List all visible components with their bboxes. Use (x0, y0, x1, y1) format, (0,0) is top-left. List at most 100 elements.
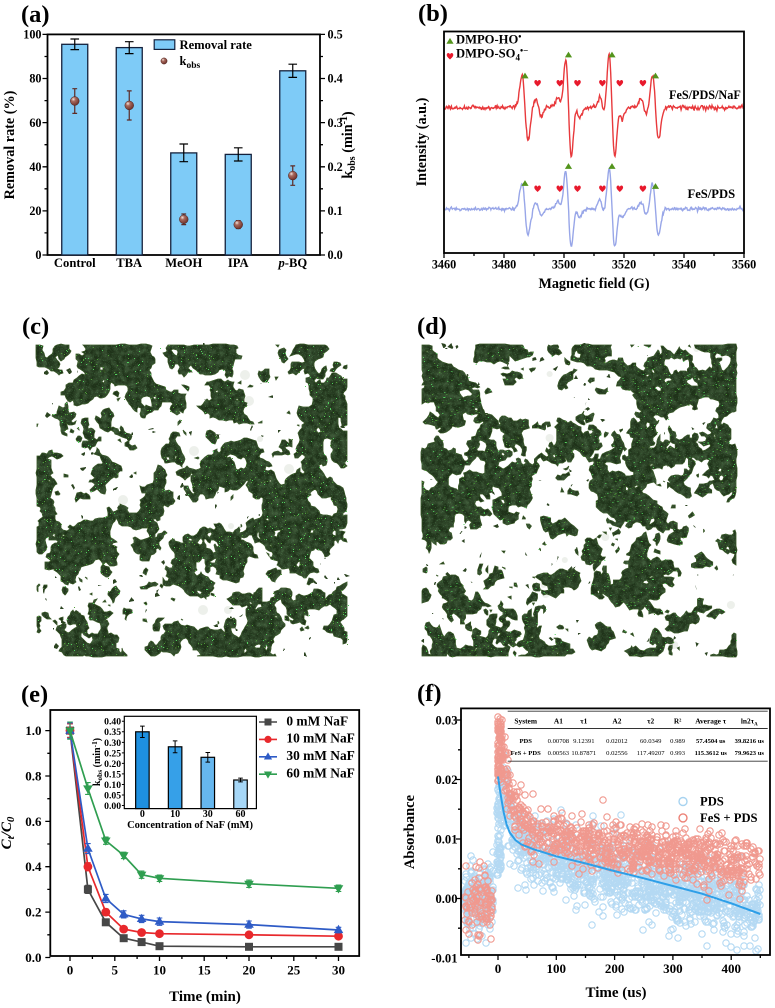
svg-text:30: 30 (203, 809, 213, 820)
svg-text:-0.01: -0.01 (431, 952, 457, 966)
svg-text:5: 5 (112, 963, 119, 978)
svg-text:60 mM NaF: 60 mM NaF (286, 766, 354, 781)
svg-text:PDS: PDS (700, 795, 724, 809)
svg-text:0.1: 0.1 (328, 204, 343, 218)
svg-text:(b): (b) (418, 0, 448, 27)
svg-text:System: System (514, 717, 537, 726)
svg-text:10: 10 (153, 963, 166, 978)
svg-text:(f): (f) (417, 680, 441, 707)
svg-text:kobs (min-1): kobs (min-1) (90, 738, 105, 786)
svg-text:Magnetic field (G): Magnetic field (G) (538, 276, 649, 292)
svg-text:60: 60 (236, 809, 246, 820)
svg-text:IPA: IPA (228, 256, 249, 270)
svg-text:15: 15 (198, 963, 212, 978)
svg-text:0: 0 (67, 963, 74, 978)
svg-text:3560: 3560 (732, 258, 756, 272)
svg-text:0.02: 0.02 (435, 773, 457, 787)
svg-text:10.87871: 10.87871 (571, 750, 596, 757)
svg-text:0.25: 0.25 (104, 748, 121, 759)
svg-text:0 mM NaF: 0 mM NaF (286, 713, 348, 728)
svg-text:3540: 3540 (672, 258, 696, 272)
svg-text:Absorbance: Absorbance (402, 794, 418, 869)
svg-text:20: 20 (243, 963, 256, 978)
svg-text:FeS/PDS: FeS/PDS (688, 187, 736, 201)
svg-text:3460: 3460 (432, 258, 456, 272)
svg-text:0.993: 0.993 (670, 750, 686, 757)
svg-text:Intensity (a.u.): Intensity (a.u.) (414, 97, 430, 186)
svg-text:(c): (c) (22, 313, 49, 340)
svg-text:0: 0 (495, 961, 502, 976)
svg-text:Average τ: Average τ (695, 717, 727, 726)
svg-text:79.9623 us: 79.9623 us (735, 750, 765, 757)
svg-text:300: 300 (663, 961, 683, 976)
svg-text:30 mM NaF: 30 mM NaF (286, 748, 354, 763)
svg-text:60.0349: 60.0349 (640, 738, 662, 745)
svg-text:(a): (a) (21, 1, 50, 28)
svg-text:DMPO-HO•: DMPO-HO• (456, 31, 521, 46)
svg-text:100: 100 (547, 961, 567, 976)
svg-text:0: 0 (35, 248, 41, 262)
svg-text:0.03: 0.03 (435, 714, 457, 728)
svg-text:kobs: kobs (180, 54, 201, 71)
svg-text:(e): (e) (21, 681, 48, 708)
svg-text:DMPO-SO4•−: DMPO-SO4•− (456, 46, 528, 63)
svg-text:60: 60 (29, 116, 41, 130)
svg-text:0.15: 0.15 (104, 769, 121, 780)
svg-text:p-BQ: p-BQ (277, 256, 307, 270)
svg-text:0.8: 0.8 (25, 769, 42, 784)
svg-text:ln2τA: ln2τA (741, 717, 758, 728)
svg-text:1.0: 1.0 (25, 723, 41, 738)
svg-text:0.02556: 0.02556 (606, 750, 628, 757)
svg-text:TBA: TBA (116, 256, 142, 270)
svg-text:FeS + PDS: FeS + PDS (700, 811, 758, 825)
svg-text:0.10: 0.10 (104, 780, 121, 791)
svg-text:0.2: 0.2 (328, 160, 343, 174)
svg-text:3520: 3520 (612, 258, 636, 272)
svg-text:0.6: 0.6 (25, 814, 42, 829)
svg-text:MeOH: MeOH (165, 256, 202, 270)
svg-text:τ1: τ1 (580, 717, 587, 726)
svg-text:0.00563: 0.00563 (548, 750, 570, 757)
svg-text:0.2: 0.2 (25, 905, 41, 920)
svg-text:Control: Control (54, 256, 96, 270)
svg-text:0.20: 0.20 (104, 759, 121, 770)
svg-text:9.12391: 9.12391 (573, 738, 594, 745)
svg-text:(d): (d) (417, 313, 447, 340)
svg-text:10 mM NaF: 10 mM NaF (286, 731, 354, 746)
svg-text:R²: R² (674, 717, 682, 726)
svg-text:0.02012: 0.02012 (606, 738, 627, 745)
svg-text:A1: A1 (554, 717, 563, 726)
svg-text:PDS: PDS (519, 738, 532, 745)
svg-text:3500: 3500 (552, 258, 576, 272)
svg-text:Concentration of NaF (mM): Concentration of NaF (mM) (127, 820, 253, 831)
svg-text:0.05: 0.05 (104, 790, 121, 801)
svg-text:3480: 3480 (492, 258, 516, 272)
svg-text:0.30: 0.30 (104, 738, 121, 749)
svg-text:0.0: 0.0 (328, 248, 343, 262)
svg-text:0.00: 0.00 (104, 801, 121, 812)
svg-text:400: 400 (721, 961, 741, 976)
svg-text:57.4504 us: 57.4504 us (696, 738, 726, 745)
svg-text:0: 0 (140, 809, 145, 820)
svg-text:80: 80 (29, 72, 41, 86)
svg-text:0.4: 0.4 (328, 72, 343, 86)
svg-text:0.0: 0.0 (25, 950, 41, 965)
svg-text:FeS/PDS/NaF: FeS/PDS/NaF (669, 88, 741, 102)
svg-text:200: 200 (605, 961, 625, 976)
svg-text:0.01: 0.01 (435, 833, 457, 847)
svg-text:A2: A2 (612, 717, 621, 726)
svg-text:0.40: 0.40 (104, 717, 121, 728)
svg-text:100: 100 (23, 28, 41, 42)
svg-text:0.35: 0.35 (104, 727, 121, 738)
svg-text:0.5: 0.5 (328, 28, 343, 42)
svg-text:0.00708: 0.00708 (548, 738, 570, 745)
svg-text:0.4: 0.4 (25, 859, 42, 874)
svg-text:τ2: τ2 (647, 717, 654, 726)
svg-text:Removal rate: Removal rate (180, 38, 253, 52)
svg-text:20: 20 (29, 204, 41, 218)
svg-text:117.49207: 117.49207 (637, 750, 665, 757)
svg-text:0.00: 0.00 (435, 892, 457, 906)
svg-text:0.3: 0.3 (328, 116, 343, 130)
svg-text:Time (us): Time (us) (586, 985, 647, 1001)
svg-text:25: 25 (287, 963, 301, 978)
